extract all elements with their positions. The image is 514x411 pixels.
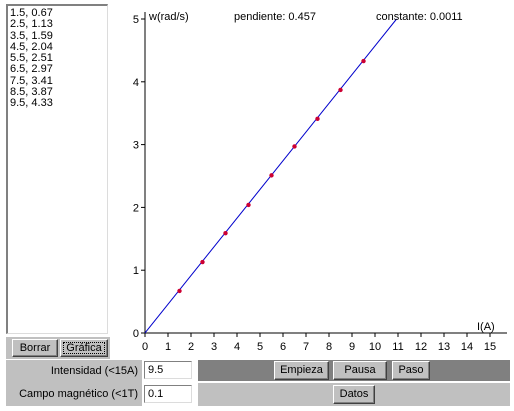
data-point: [246, 202, 251, 208]
data-point: [269, 173, 274, 178]
datos-button[interactable]: Datos: [333, 385, 375, 404]
x-tick-label: 0: [142, 341, 148, 353]
campo-input[interactable]: [144, 385, 192, 403]
data-point: [292, 144, 297, 149]
x-tick-label: 8: [326, 341, 332, 353]
data-point: [338, 87, 343, 93]
list-item[interactable]: 2.5, 1.13: [10, 18, 53, 31]
x-axis-label: I(A): [477, 321, 495, 333]
y-axis-label: w(rad/s): [148, 11, 189, 23]
x-tick-label: 3: [211, 341, 217, 353]
x-tick-label: 6: [280, 341, 286, 353]
y-tick-label: 2: [133, 202, 139, 214]
controls-bar: Empieza Pausa Paso: [198, 360, 510, 381]
y-tick-label: 0: [133, 328, 139, 340]
x-tick-label: 9: [349, 341, 355, 353]
campo-label: Campo magnético (<1T): [19, 388, 138, 400]
y-tick-label: 1: [133, 265, 139, 277]
paso-button[interactable]: Paso: [392, 361, 430, 380]
list-item[interactable]: 5.5, 2.51: [10, 52, 53, 65]
x-tick-label: 2: [188, 341, 194, 353]
borrar-button[interactable]: Borrar: [12, 339, 58, 357]
x-tick-label: 14: [461, 341, 473, 353]
data-list[interactable]: 1.5, 0.67 2.5, 1.13 3.5, 1.59 4.5, 2.04 5.5,…: [6, 4, 108, 334]
data-point: [223, 230, 228, 236]
y-tick-label: 3: [133, 140, 139, 152]
empieza-button[interactable]: Empieza: [274, 361, 329, 380]
list-item[interactable]: 6.5, 2.97: [10, 63, 53, 76]
constante-label: constante: 0.0011: [376, 11, 463, 23]
list-item[interactable]: 9.5, 4.33: [10, 97, 53, 110]
data-point: [200, 259, 205, 265]
data-point: [361, 58, 366, 64]
list-item[interactable]: 1.5, 0.67: [10, 7, 53, 19]
grafica-button[interactable]: Gráfica: [60, 339, 108, 357]
x-tick-label: 7: [303, 341, 309, 353]
x-tick-label: 11: [392, 341, 403, 353]
y-tick-label: 5: [133, 14, 139, 26]
intensidad-label: Intensidad (<15A): [50, 365, 138, 377]
list-item[interactable]: 8.5, 3.87: [10, 86, 53, 99]
x-tick-label: 1: [165, 341, 171, 353]
list-item[interactable]: 7.5, 3.41: [10, 74, 53, 87]
pausa-button[interactable]: Pausa: [333, 361, 387, 380]
data-bar: Datos: [198, 383, 510, 406]
x-tick-label: 10: [369, 341, 381, 353]
x-tick-label: 4: [234, 341, 240, 353]
y-tick-label: 4: [133, 77, 139, 89]
x-tick-label: 5: [257, 341, 263, 353]
list-item[interactable]: 4.5, 2.04: [10, 40, 53, 53]
x-tick-label: 12: [415, 341, 427, 353]
x-tick-label: 13: [438, 341, 450, 353]
parameters-panel: Intensidad (<15A) Campo magnético (<1T): [6, 360, 142, 406]
data-point: [177, 288, 182, 294]
data-point: [315, 116, 320, 122]
pendiente-label: pendiente: 0.457: [234, 11, 316, 23]
list-button-bar: Borrar Gráfica: [6, 337, 110, 359]
intensidad-input[interactable]: [144, 361, 192, 379]
list-item[interactable]: 3.5, 1.59: [10, 29, 53, 42]
x-tick-label: 15: [484, 341, 496, 353]
